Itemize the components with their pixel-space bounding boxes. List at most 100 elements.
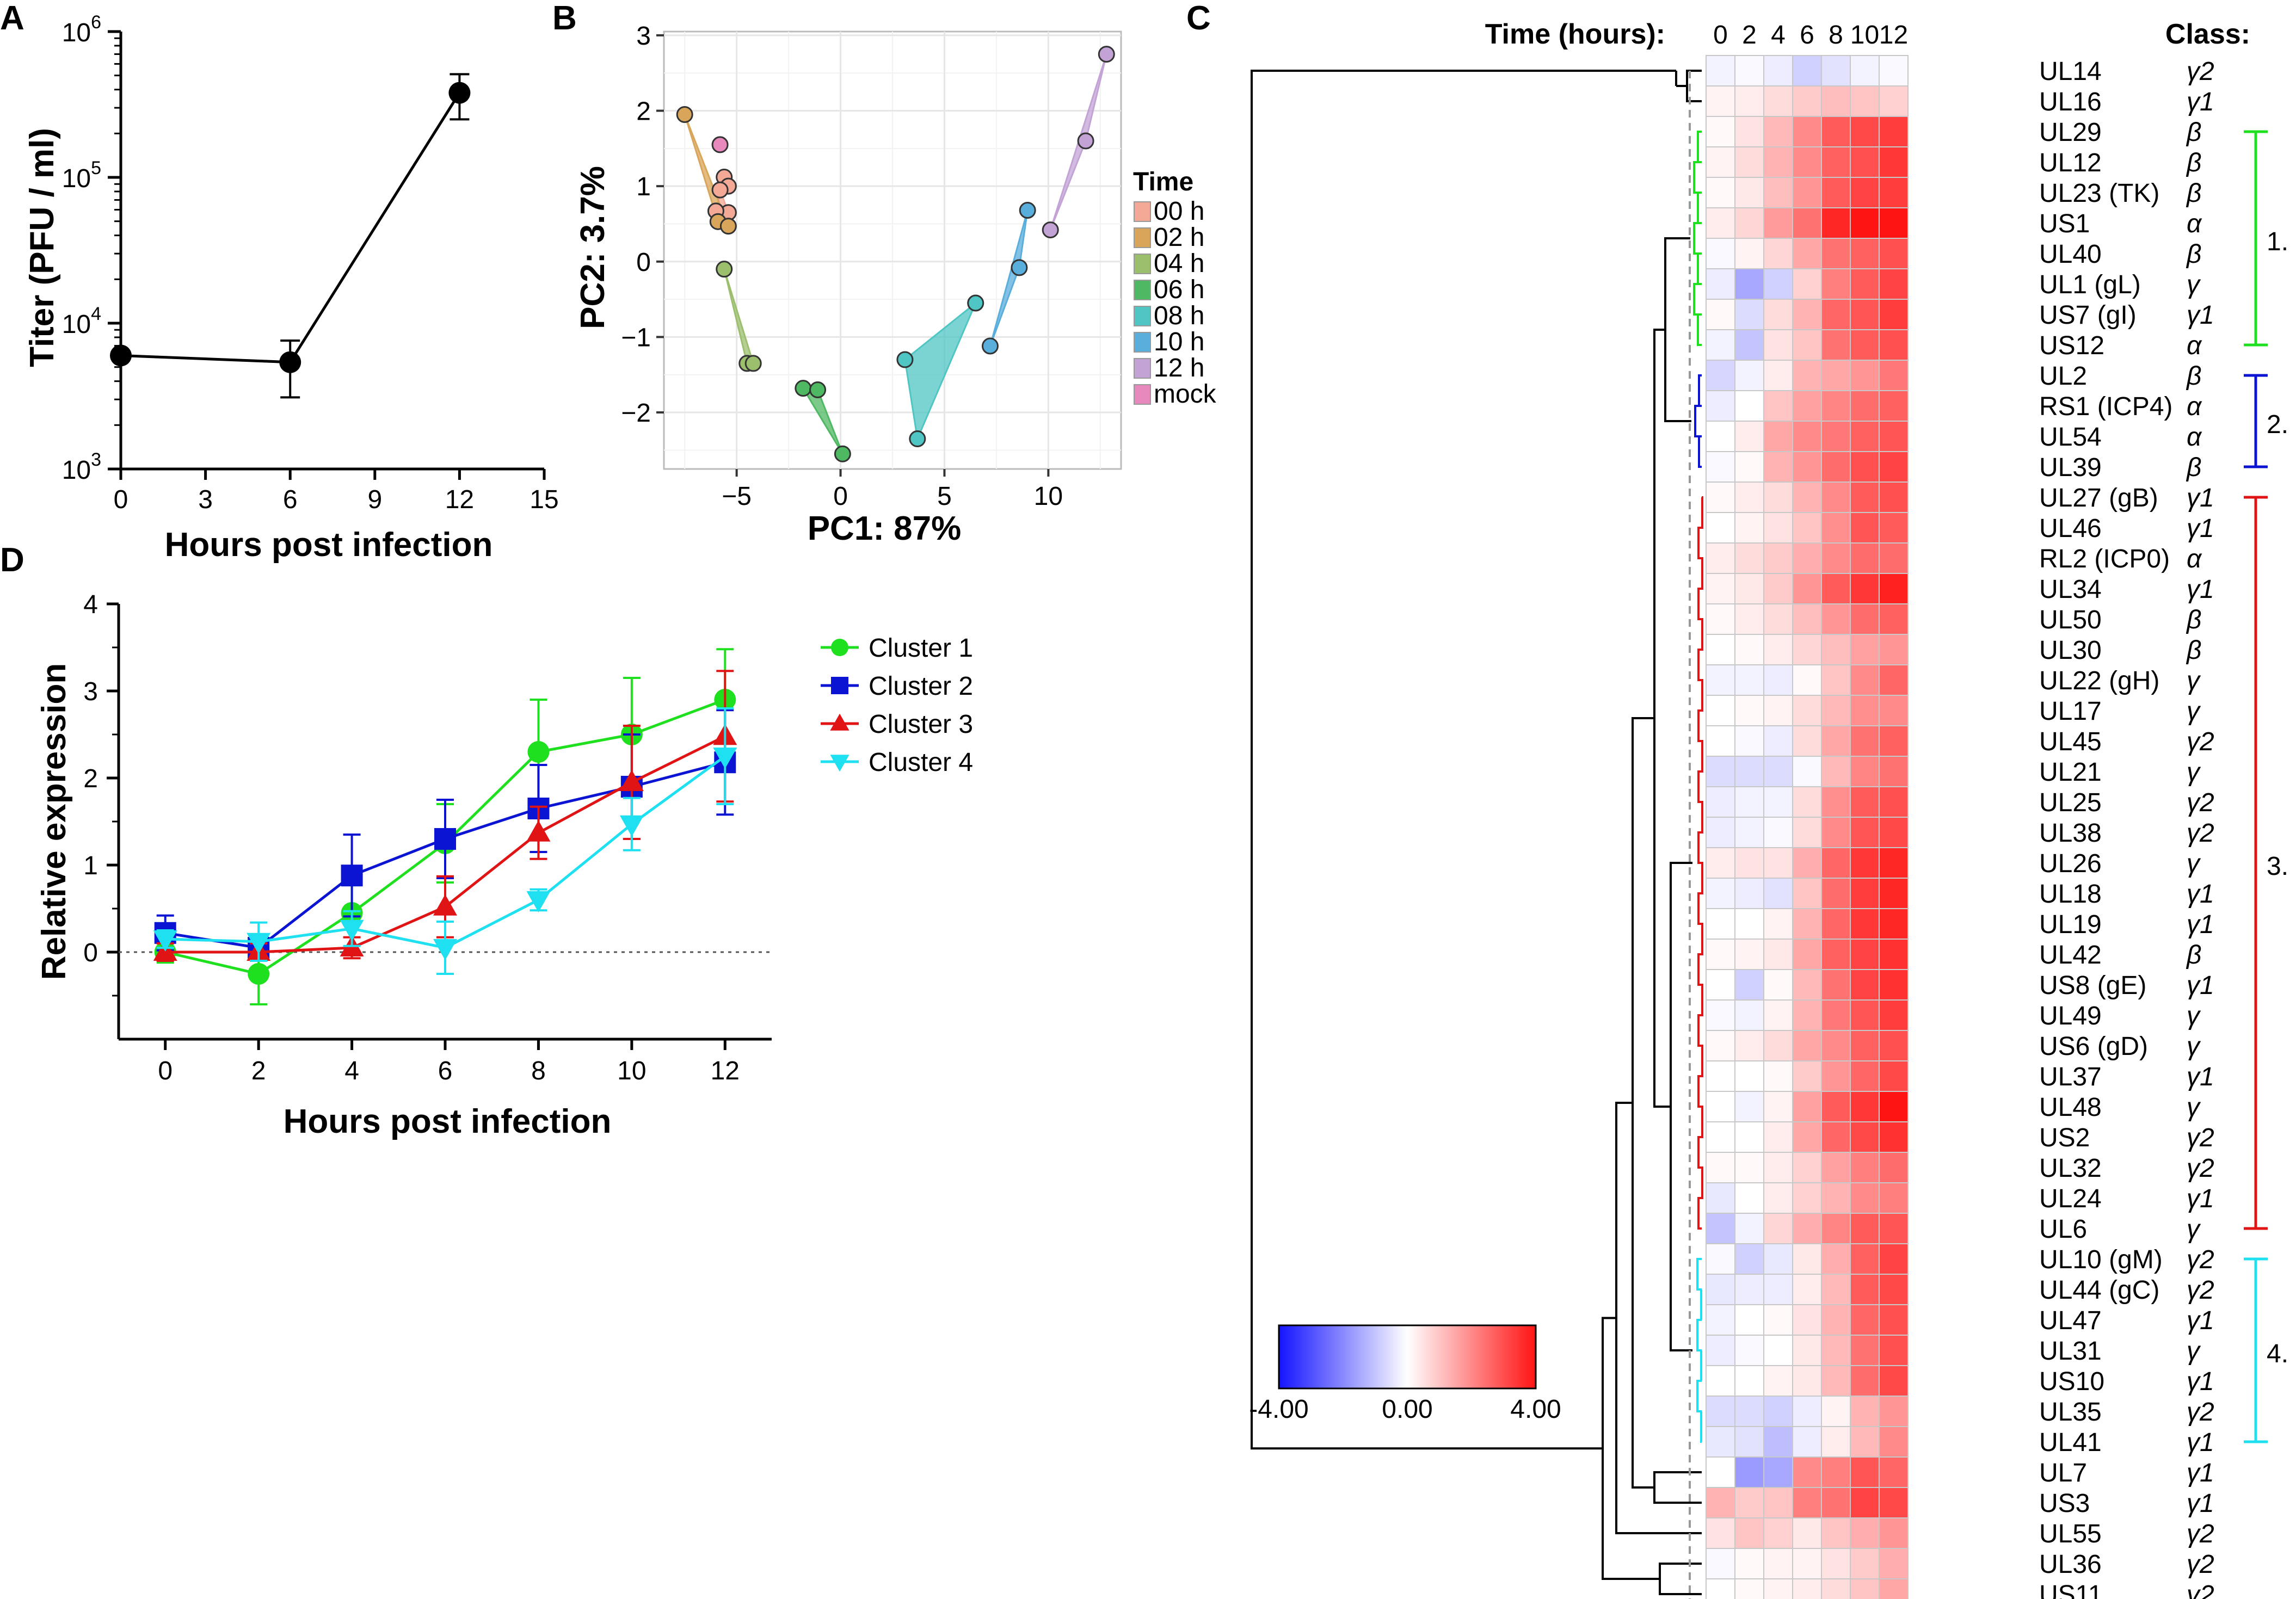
heatmap-cell: [1821, 1121, 1851, 1153]
heatmap-cell: [1734, 1091, 1764, 1122]
heatmap-gene-label: UL30: [2039, 636, 2102, 665]
heatmap-gene-label: UL40: [2039, 240, 2102, 269]
panel-b-legend-label: 12 h: [1154, 354, 1204, 382]
heatmap-gene-label: UL26: [2039, 849, 2102, 878]
heatmap-cell: [1763, 512, 1793, 544]
panel-b-legend-label: 02 h: [1154, 223, 1204, 252]
heatmap-cell: [1792, 1396, 1822, 1427]
heatmap-gene-label: UL50: [2039, 606, 2102, 634]
heatmap-cell: [1734, 299, 1764, 330]
dendrogram-link: [1700, 1349, 1702, 1382]
heatmap-cell: [1734, 1060, 1764, 1092]
heatmap-cell: [1763, 1396, 1793, 1427]
heatmap-cell: [1706, 390, 1735, 422]
heatmap-cell: [1850, 1152, 1880, 1183]
heatmap-cell: [1821, 756, 1851, 787]
heatmap-cell: [1850, 116, 1880, 147]
panel-d-point: [831, 677, 848, 694]
panel-d-xtick-label: 2: [251, 1057, 266, 1085]
panel-d-ytick-label: 4: [83, 590, 98, 619]
heatmap-cell: [1821, 390, 1851, 422]
cluster-label: 3.: [2267, 852, 2288, 881]
panel-b-legend-label: 04 h: [1154, 249, 1204, 278]
heatmap-class-label: γ2: [2187, 1245, 2214, 1274]
heatmap-cell: [1792, 1578, 1822, 1599]
panel-d-legend-label: Cluster 4: [869, 748, 973, 777]
panel-b-point: [716, 261, 733, 278]
heatmap-cell: [1850, 1396, 1880, 1427]
panel-b-point: [1019, 202, 1036, 219]
heatmap-gene-label: UL21: [2039, 758, 2102, 787]
heatmap-cell: [1821, 786, 1851, 818]
heatmap-cell: [1763, 360, 1793, 391]
heatmap-cell: [1821, 817, 1851, 848]
heatmap-cell: [1706, 1304, 1735, 1336]
heatmap-class-label: γ: [2187, 697, 2201, 726]
panel-b-legend-swatch: [1134, 254, 1151, 274]
heatmap-gene-label: UL6: [2039, 1215, 2087, 1244]
heatmap-cell: [1734, 85, 1764, 117]
heatmap-cell: [1763, 847, 1793, 879]
panel-b-point: [909, 430, 926, 448]
panel-b-point: [1077, 132, 1094, 150]
heatmap-cell: [1879, 1335, 1909, 1366]
heatmap-cell: [1821, 999, 1851, 1031]
heatmap-column-label: 6: [1800, 21, 1814, 50]
colorbar-mid-label: 0.00: [1382, 1395, 1432, 1424]
heatmap-class-label: γ1: [2187, 575, 2214, 604]
heatmap-cell: [1763, 1487, 1793, 1518]
heatmap-cell: [1706, 360, 1735, 391]
heatmap-class-label: Class:: [2165, 18, 2250, 50]
heatmap-cell: [1850, 1304, 1880, 1336]
heatmap-cell: [1879, 329, 1909, 361]
heatmap-cell: [1879, 481, 1909, 513]
heatmap-cell: [1879, 969, 1909, 1001]
heatmap-cell: [1706, 603, 1735, 635]
heatmap-cell: [1821, 1152, 1851, 1183]
heatmap-cell: [1706, 756, 1735, 787]
heatmap-gene-label: US7 (gI): [2039, 301, 2137, 330]
heatmap-gene-label: UL46: [2039, 514, 2102, 543]
dendrogram-link: [1693, 222, 1702, 255]
heatmap-cell: [1792, 786, 1822, 818]
heatmap-cell: [1763, 207, 1793, 239]
heatmap-cell: [1879, 847, 1909, 879]
heatmap-cell: [1879, 116, 1909, 147]
heatmap-colorbar: -4.00 0.00 4.00: [1249, 1324, 1561, 1424]
heatmap-gene-label: UL14: [2039, 57, 2102, 86]
heatmap-gene-label: UL16: [2039, 88, 2102, 116]
heatmap-cell: [1879, 299, 1909, 330]
heatmap-cell: [1763, 1517, 1793, 1549]
heatmap-cell: [1850, 451, 1880, 483]
dendrogram-link: [1697, 313, 1702, 346]
heatmap-cell: [1879, 207, 1909, 239]
panel-a-point: [448, 82, 471, 104]
dendrogram-link: [1697, 1075, 1702, 1108]
heatmap-cell: [1821, 85, 1851, 117]
dendrogram-link: [1697, 892, 1702, 925]
heatmap-cell: [1879, 756, 1909, 787]
heatmap-gene-label: UL23 (TK): [2039, 179, 2159, 208]
heatmap-cell: [1850, 634, 1880, 665]
heatmap-cell: [1850, 1182, 1880, 1214]
heatmap-gene-label: US11: [2039, 1581, 2103, 1599]
heatmap-cell: [1792, 847, 1822, 879]
heatmap-cell: [1792, 878, 1822, 909]
heatmap-cell: [1706, 695, 1735, 726]
heatmap-cell: [1706, 664, 1735, 696]
heatmap-cell: [1879, 664, 1909, 696]
heatmap-cell: [1763, 55, 1793, 87]
heatmap-gene-label: UL45: [2039, 727, 2102, 756]
heatmap-cell: [1850, 725, 1880, 757]
heatmap-cell: [1850, 1091, 1880, 1122]
heatmap-cell: [1792, 390, 1822, 422]
heatmap-class-label: γ2: [2187, 1581, 2214, 1599]
heatmap-cell: [1879, 268, 1909, 300]
dendrogram-link: [1696, 1258, 1702, 1291]
heatmap-cell: [1850, 542, 1880, 574]
heatmap-cell: [1850, 1517, 1880, 1549]
heatmap-cell: [1850, 177, 1880, 208]
dendrogram-link: [1653, 329, 1671, 1108]
heatmap-gene-label: UL1 (gL): [2039, 270, 2141, 299]
heatmap-cell: [1734, 969, 1764, 1001]
